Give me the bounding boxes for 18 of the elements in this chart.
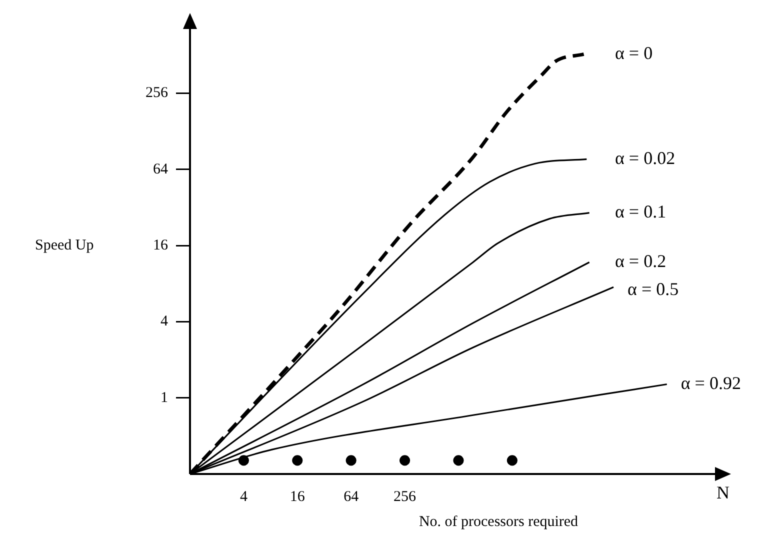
- x-tick-label: 16: [290, 488, 306, 505]
- x-tick-label: 4: [240, 488, 248, 505]
- series-label: α = 0.1: [615, 202, 666, 222]
- series-label: α = 0.2: [615, 250, 666, 271]
- y-tick-label: 256: [146, 85, 168, 102]
- series-label: α = 0.92: [680, 373, 741, 394]
- series-label: α = 0.02: [615, 148, 676, 168]
- series-label: α = 0.5: [628, 278, 679, 299]
- x-axis-title: No. of processors required: [418, 514, 579, 530]
- x-tick-label: 64: [344, 488, 360, 505]
- text: N: [716, 482, 730, 503]
- series-label: α = 0: [615, 42, 653, 63]
- y-tick-label: 16: [153, 237, 168, 254]
- y-tick-label: 1: [160, 390, 168, 406]
- y-axis-title: Speed Up: [35, 237, 94, 254]
- y-tick-label: 64: [153, 161, 168, 178]
- x-tick-label: 256: [394, 488, 417, 505]
- y-tick-label: 4: [160, 314, 168, 330]
